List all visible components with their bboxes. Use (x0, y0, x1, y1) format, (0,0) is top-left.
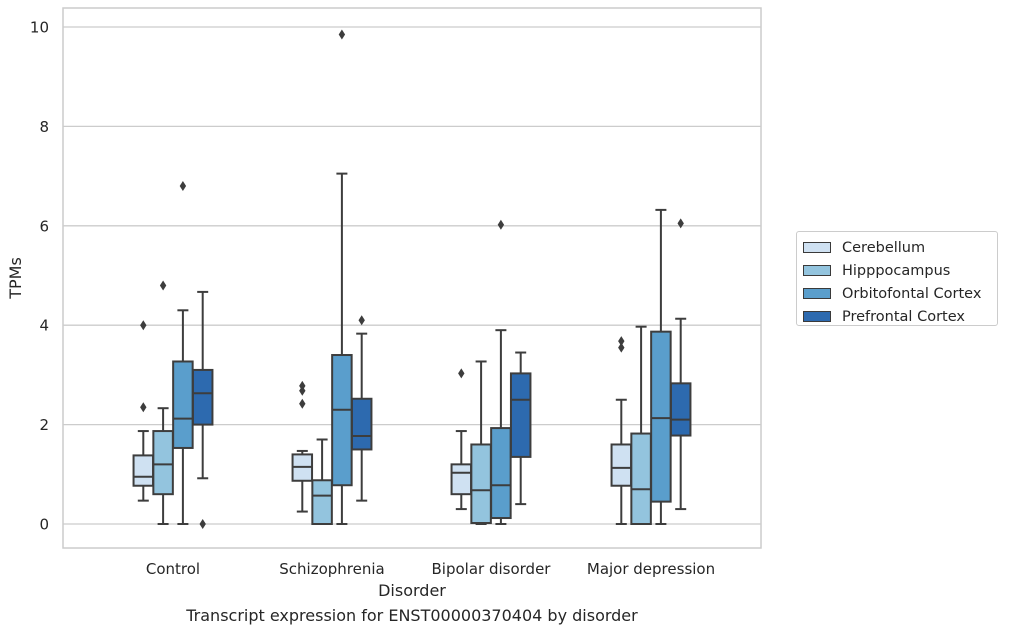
legend-swatch (803, 242, 831, 253)
box-iqr (610, 443, 633, 487)
legend-swatch (803, 311, 831, 322)
box-iqr (331, 354, 353, 487)
outlier-point (338, 29, 346, 40)
box-iqr (132, 454, 155, 487)
box-iqr (509, 372, 532, 458)
box-3-2 (509, 351, 532, 506)
box-iqr (350, 397, 373, 451)
boxes (132, 29, 692, 529)
box-iqr (630, 432, 652, 525)
outlier-point (299, 398, 306, 409)
box-iqr (311, 479, 333, 526)
y-tick-label: 6 (39, 217, 49, 235)
box-iqr (172, 360, 194, 449)
box-iqr (152, 430, 174, 496)
outlier-point (677, 218, 684, 229)
x-tick-label: Major depression (587, 560, 715, 578)
box-1-1 (311, 438, 333, 526)
box-iqr (450, 463, 473, 496)
y-axis-label: TPMs (6, 257, 25, 300)
y-tick-label: 4 (39, 317, 49, 335)
outlier-point (299, 380, 306, 391)
box-3-0 (191, 290, 214, 529)
y-tick-label: 0 (39, 516, 49, 534)
box-iqr (650, 330, 672, 503)
outlier-point (140, 402, 147, 413)
y-tick-label: 8 (39, 118, 49, 136)
outlier-point (618, 336, 625, 347)
box-2-1 (331, 29, 353, 525)
box-2-2 (490, 219, 512, 525)
outlier-point (458, 368, 465, 379)
legend: Cerebellum Hipppocampus Orbitofontal Corte… (796, 231, 998, 326)
outlier-point (358, 315, 365, 326)
box-2-0 (172, 181, 194, 525)
x-tick-labels: Control Schizophrenia Bipolar disorder Majo… (146, 560, 715, 578)
y-tick-label: 2 (39, 416, 49, 434)
box-1-2 (470, 360, 492, 525)
outlier-point (159, 280, 167, 291)
y-tick-label: 10 (30, 19, 49, 37)
outlier-point (199, 519, 206, 529)
legend-item: Hipppocampus (803, 259, 997, 282)
box-iqr (490, 427, 512, 520)
legend-label: Orbitofontal Cortex (842, 285, 982, 302)
legend-swatch (803, 265, 831, 276)
legend-item: Orbitofontal Cortex (803, 282, 997, 305)
outlier-point (618, 342, 625, 353)
legend-swatch (803, 288, 831, 299)
box-0-2 (450, 368, 473, 511)
box-3-3 (669, 218, 692, 511)
legend-item: Cerebellum (803, 236, 997, 259)
x-tick-label: Bipolar disorder (432, 560, 552, 578)
x-tick-label: Control (146, 560, 200, 578)
legend-label: Hipppocampus (842, 262, 951, 279)
box-0-1 (291, 380, 314, 513)
box-iqr (669, 382, 692, 437)
box-iqr (470, 443, 492, 525)
box-3-1 (350, 315, 373, 502)
outlier-point (497, 219, 505, 230)
legend-item: Prefrontal Cortex (803, 305, 997, 328)
legend-label: Cerebellum (842, 239, 926, 256)
box-iqr (191, 368, 214, 426)
outlier-point (179, 181, 187, 192)
x-axis-label: Disorder (378, 581, 446, 600)
chart-caption: Transcript expression for ENST0000037040… (186, 606, 638, 625)
box-0-0 (132, 320, 155, 502)
x-tick-label: Schizophrenia (279, 560, 384, 578)
y-tick-labels: 0 2 4 6 8 10 (30, 19, 49, 534)
outlier-point (140, 320, 147, 331)
box-1-0 (152, 280, 174, 525)
legend-label: Prefrontal Cortex (842, 308, 965, 325)
